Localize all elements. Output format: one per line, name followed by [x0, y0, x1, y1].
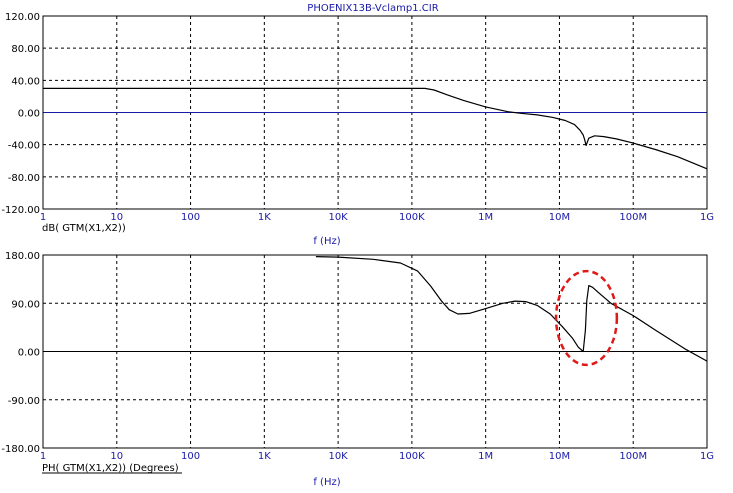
x-tick-label: 10: [110, 451, 123, 462]
y-tick-label: -90.00: [8, 396, 40, 407]
x-axis-label: f (Hz): [313, 477, 340, 488]
trace-label: dB( GTM(X1,X2)): [42, 223, 126, 234]
x-tick-label: 1G: [700, 212, 714, 223]
x-tick-label: 10K: [328, 212, 348, 223]
trace-label: PH( GTM(X1,X2)) (Degrees): [42, 463, 179, 474]
x-tick-label: 1: [40, 451, 46, 462]
x-axis-label: f (Hz): [313, 236, 340, 247]
magnitude-plot-panel: 120.0080.0040.000.00-40.00-80.00-120.001…: [1, 12, 714, 247]
x-tick-label: 100M: [619, 212, 647, 223]
y-tick-label: 90.00: [11, 299, 40, 310]
data-series-line: [43, 87, 708, 170]
data-series-line: [315, 256, 708, 362]
y-tick-label: -80.00: [8, 173, 40, 184]
x-tick-label: 100: [181, 451, 200, 462]
x-tick-label: 100K: [399, 212, 425, 223]
x-tick-label: 100M: [619, 451, 647, 462]
x-tick-label: 1K: [258, 212, 271, 223]
phase-plot-panel: 180.00 90.00 0.00 -90.00 -180.001 10 100 1K 10K 1…: [1, 251, 714, 488]
y-tick-label: 120.00: [5, 12, 40, 23]
y-tick-label: 40.00: [11, 76, 40, 87]
window-title: PHOENIX13B-Vclamp1.CIR: [307, 3, 438, 14]
x-tick-label: 10M: [549, 451, 570, 462]
y-tick-label: 0.00: [18, 348, 40, 359]
y-tick-label: -180.00: [1, 444, 40, 455]
y-tick-label: 180.00: [5, 251, 40, 262]
plot-frame: [42, 15, 708, 210]
x-tick-label: 1: [40, 212, 46, 223]
y-tick-label: -120.00: [1, 205, 40, 216]
x-tick-label: 100K: [399, 451, 425, 462]
x-tick-label: 10M: [549, 212, 570, 223]
x-tick-label: 1M: [478, 212, 493, 223]
plot-frame: [42, 254, 708, 449]
y-tick-label: 80.00: [11, 44, 40, 55]
x-tick-label: 100: [181, 212, 200, 223]
highlight-ellipse: [554, 269, 619, 367]
x-tick-label: 10K: [328, 451, 348, 462]
y-tick-label: -40.00: [8, 141, 40, 152]
x-tick-label: 10: [110, 212, 123, 223]
y-tick-label: 0.00: [18, 109, 40, 120]
x-tick-label: 1G: [700, 451, 714, 462]
x-tick-label: 1K: [258, 451, 271, 462]
x-tick-label: 1M: [478, 451, 493, 462]
